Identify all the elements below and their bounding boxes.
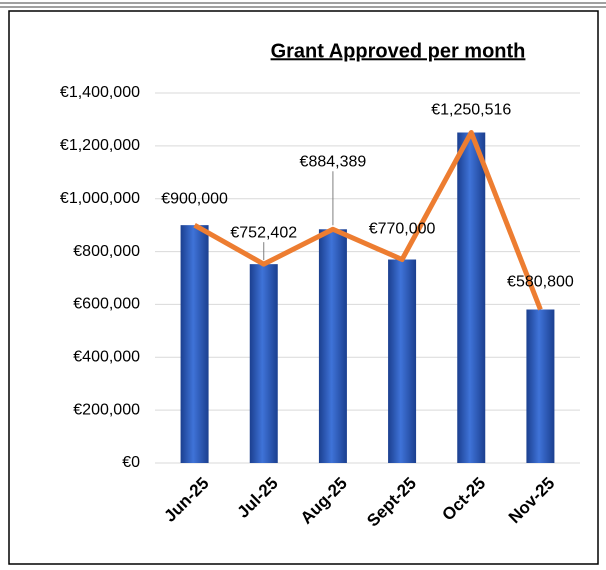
bar [249,264,278,463]
data-label: €580,800 [507,274,574,291]
data-label: €752,402 [230,224,297,241]
chart-frame [8,10,599,565]
bar [457,132,486,464]
data-label: €884,389 [300,153,367,170]
data-label: €770,000 [369,221,436,238]
chart-title: Grant Approved per month [271,40,526,62]
y-tick-label: €1,000,000 [60,190,140,207]
y-tick-label: €1,400,000 [60,84,140,101]
data-label: €900,000 [161,190,228,207]
bar [318,229,347,463]
y-tick-label: €1,200,000 [60,137,140,154]
y-tick-label: €200,000 [73,401,140,418]
bar [388,259,417,463]
line [193,130,543,311]
bar [526,309,555,463]
y-tick-label: €400,000 [73,349,140,366]
y-tick-label: €800,000 [73,243,140,260]
data-label: €1,250,516 [431,102,511,119]
y-tick-label: €600,000 [73,296,140,313]
y-tick-label: €0 [122,454,140,471]
bar [180,225,209,463]
